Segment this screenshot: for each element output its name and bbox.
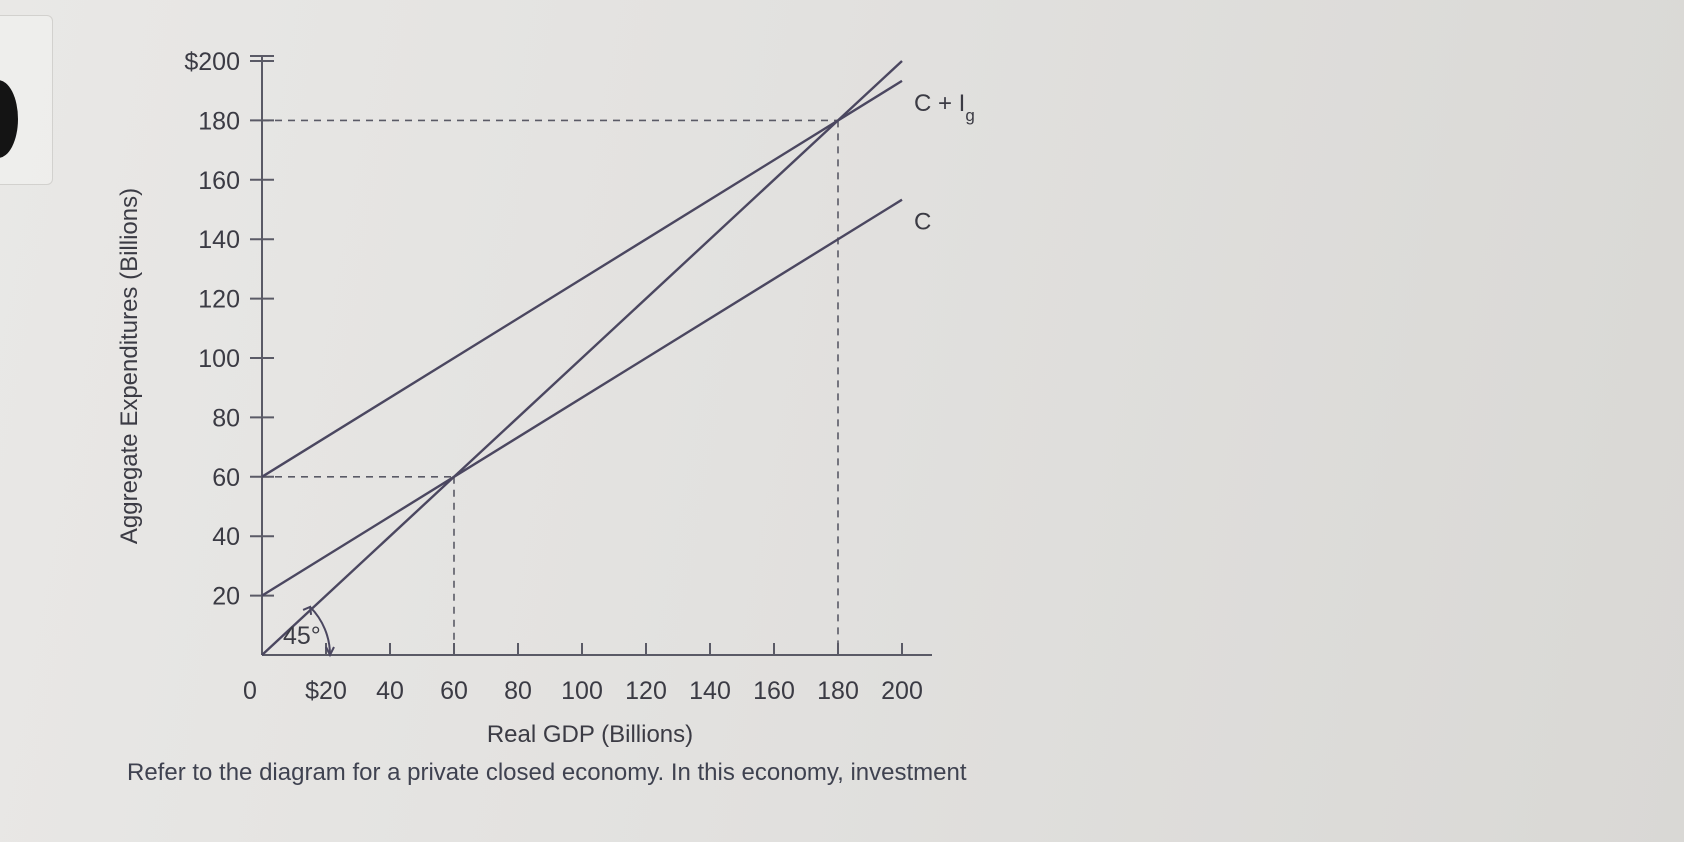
y-tick-label: $200 (184, 48, 240, 76)
x-tick-label: 200 (881, 677, 923, 705)
x-tick-label: 120 (625, 677, 667, 705)
x-tick-label: 40 (376, 677, 404, 705)
y-axis-title: Aggregate Expenditures (Billions) (116, 188, 143, 544)
series-label-subscript: g (965, 105, 974, 124)
guide-lines (262, 119, 839, 655)
y-tick-label: 20 (212, 583, 240, 611)
y-tick-label: 160 (198, 167, 240, 195)
y-tick-label: 120 (198, 286, 240, 314)
x-tick-label: 160 (753, 677, 795, 705)
angle-arrowhead (325, 646, 335, 658)
sidebar-dot-icon (0, 80, 18, 158)
series-line-45-degree (261, 60, 903, 656)
x-tick-label: 60 (440, 677, 468, 705)
axis-labels: 20 40 60 80 100 120 140 160 180 $200 0 $20 40 60 80 100… (116, 48, 975, 748)
x-axis-title: Real GDP (Billions) (487, 721, 693, 748)
series-label: C (914, 209, 931, 236)
series-label: C + Ig (914, 90, 975, 125)
axes (250, 55, 932, 656)
angle-arc (309, 606, 331, 656)
series-lines (261, 60, 903, 658)
y-tick-label: 60 (212, 464, 240, 492)
x-tick-label: 100 (561, 677, 603, 705)
series-line-c (261, 198, 903, 597)
y-tick-label: 180 (198, 107, 240, 135)
series-label-main: C + I (914, 90, 965, 117)
x-tick-label: 80 (504, 677, 532, 705)
series-line-c-ig (261, 79, 903, 478)
y-tick-label: 80 (212, 404, 240, 432)
y-tick-label: 140 (198, 226, 240, 254)
y-tick-label: 40 (212, 523, 240, 551)
angle-arrowhead (302, 605, 313, 616)
x-tick-label: 140 (689, 677, 731, 705)
x-tick-label: 180 (817, 677, 859, 705)
x-tick-label: $20 (305, 677, 347, 705)
series-label-main: C (914, 209, 931, 236)
angle-label: 45° (283, 622, 321, 650)
x-tick-label: 0 (243, 677, 257, 705)
sidebar-card (0, 15, 53, 185)
question-caption: Refer to the diagram for a private close… (127, 759, 967, 786)
y-tick-label: 100 (198, 345, 240, 373)
